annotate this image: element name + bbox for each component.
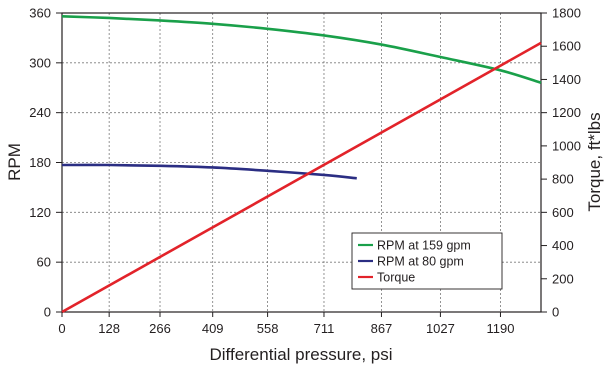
x-tick-label: 867 (371, 321, 393, 336)
series-line-rpm-at-159-gpm (61, 15, 542, 85)
y-right-tick-label: 1200 (552, 105, 581, 120)
legend-label-rpm-at-159-gpm: RPM at 159 gpm (377, 239, 471, 253)
x-tick-label: 409 (202, 321, 224, 336)
x-tick-label: 1190 (486, 321, 514, 336)
series-line-torque (61, 41, 542, 314)
y-axis-right-title: Torque, ft*lbs (585, 112, 604, 211)
series-line-rpm-at-80-gpm (61, 163, 357, 180)
y-left-tick-label: 120 (29, 205, 51, 220)
y-right-tick-labels: 0 200 400 600 800 1000 1200 1400 1600 1800 (541, 6, 581, 320)
legend-box (351, 232, 503, 290)
y-right-tick-label: 1000 (552, 138, 581, 153)
y-left-tick-label: 240 (29, 105, 51, 120)
y-right-tick-label: 600 (552, 205, 574, 220)
x-tick-label: 1027 (426, 321, 455, 336)
grid-lines (62, 13, 541, 312)
y-right-tick-label: 800 (552, 172, 574, 187)
y-right-tick-label: 0 (552, 305, 559, 320)
y-right-tick-label: 400 (552, 238, 574, 253)
y-left-tick-label: 180 (29, 155, 51, 170)
y-left-tick-label: 300 (29, 55, 51, 70)
x-tick-label: 711 (314, 321, 335, 336)
x-axis-title: Differential pressure, psi (210, 345, 393, 364)
y-right-tick-label: 1600 (552, 39, 581, 54)
y-left-tick-label: 360 (29, 6, 51, 21)
legend: RPM at 159 gpm RPM at 80 gpm Torque (351, 232, 503, 290)
x-tick-label: 558 (257, 321, 279, 336)
legend-label-rpm-at-80-gpm: RPM at 80 gpm (377, 255, 464, 269)
x-tick-label: 266 (149, 321, 171, 336)
y-right-tick-label: 200 (552, 271, 574, 286)
legend-label-torque: Torque (377, 271, 415, 285)
y-right-tick-label: 1400 (552, 72, 581, 87)
series-layer (61, 15, 542, 314)
y-right-tick-label: 1800 (552, 6, 581, 21)
x-tick-label: 128 (98, 321, 120, 336)
y-left-tick-label: 60 (37, 255, 51, 270)
y-axis-left-title: RPM (5, 143, 24, 181)
y-left-tick-label: 0 (44, 305, 51, 320)
x-tick-labels: 0 128 266 409 558 711 867 1027 1190 (58, 312, 514, 336)
y-left-tick-labels: 0 60 120 180 240 300 360 (29, 6, 62, 320)
x-tick-label: 0 (58, 321, 65, 336)
